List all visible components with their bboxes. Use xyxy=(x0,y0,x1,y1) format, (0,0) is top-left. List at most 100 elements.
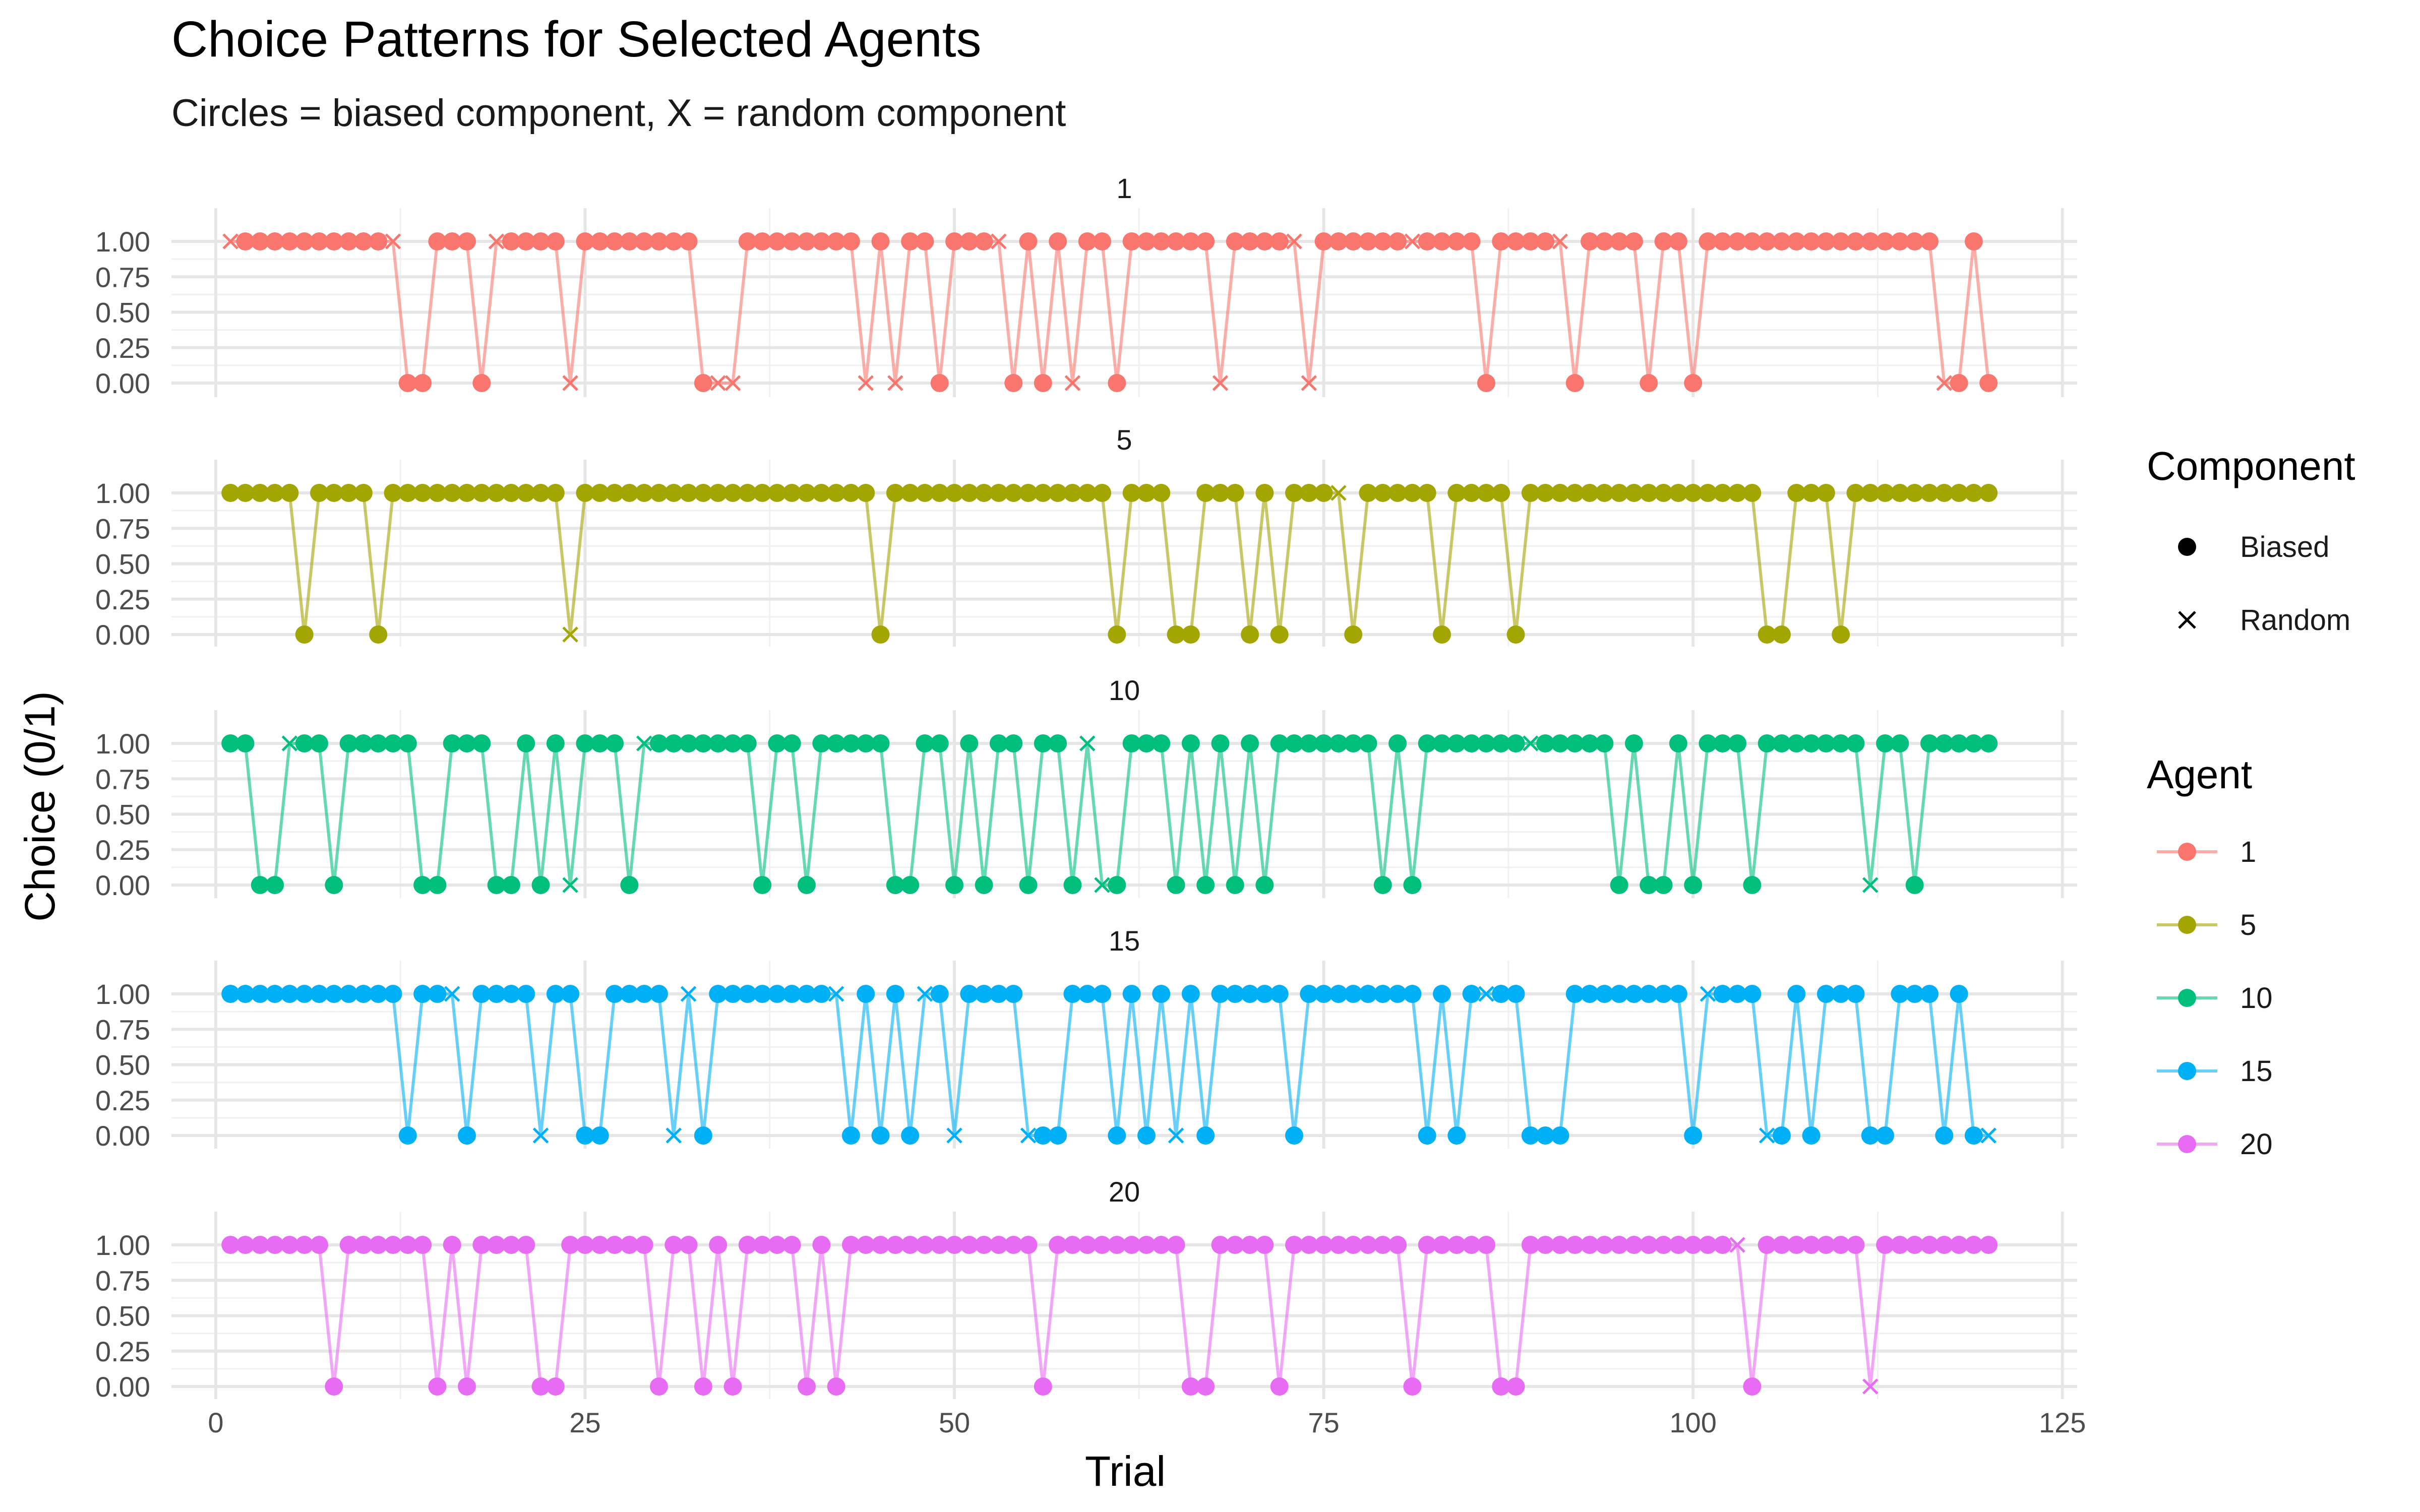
biased-point xyxy=(576,734,594,752)
biased-point xyxy=(989,1236,1008,1254)
random-point xyxy=(887,375,903,391)
random-point xyxy=(562,877,578,893)
biased-point xyxy=(1950,484,1968,502)
biased-point xyxy=(280,1236,299,1254)
biased-point xyxy=(1832,1236,1850,1254)
biased-point xyxy=(266,985,284,1003)
biased-point xyxy=(945,1236,964,1254)
biased-point xyxy=(1063,876,1082,894)
biased-point xyxy=(266,1236,284,1254)
biased-point xyxy=(1270,232,1289,250)
biased-point xyxy=(1167,1236,1185,1254)
biased-point xyxy=(590,232,609,250)
biased-point xyxy=(738,985,757,1003)
biased-point xyxy=(1181,985,1200,1003)
biased-point xyxy=(1373,1236,1392,1254)
biased-point xyxy=(1300,484,1318,502)
biased-point xyxy=(1063,985,1082,1003)
x-tick-label: 25 xyxy=(569,1407,600,1438)
panel-agent-20: 20 0.00 0.25 0.50 0.75 1.00 xyxy=(95,1176,2077,1403)
biased-point xyxy=(723,985,742,1003)
random-point xyxy=(1936,375,1953,391)
y-tick-label: 0.00 xyxy=(95,619,150,651)
biased-point xyxy=(1802,484,1821,502)
biased-point xyxy=(1536,484,1555,502)
biased-point xyxy=(886,876,904,894)
panel-agent-10: 10 0.000.250.50 0.751.00 xyxy=(95,674,2077,901)
biased-point xyxy=(679,484,698,502)
biased-point xyxy=(1329,232,1348,250)
biased-point xyxy=(930,1236,949,1254)
biased-point xyxy=(1137,1126,1156,1145)
biased-point xyxy=(1004,484,1023,502)
random-point xyxy=(562,375,578,391)
biased-point xyxy=(694,734,712,752)
biased-point xyxy=(1920,734,1939,752)
random-point-stroke xyxy=(1759,1127,1775,1144)
biased-point xyxy=(1802,1236,1821,1254)
biased-point xyxy=(857,1236,875,1254)
random-point xyxy=(562,626,578,643)
biased-point xyxy=(1344,232,1363,250)
biased-point xyxy=(1964,232,1983,250)
random-point-stroke xyxy=(1286,233,1302,249)
biased-point xyxy=(1019,484,1038,502)
biased-point xyxy=(1359,734,1377,752)
biased-point xyxy=(1920,484,1939,502)
biased-point xyxy=(945,484,964,502)
biased-point xyxy=(1344,1236,1363,1254)
y-tick-label: 1.00 xyxy=(95,226,150,258)
biased-point xyxy=(1270,734,1289,752)
biased-point xyxy=(1492,484,1510,502)
biased-point xyxy=(280,232,299,250)
biased-point xyxy=(709,484,728,502)
biased-point xyxy=(1684,1126,1703,1145)
biased-point xyxy=(1861,1126,1880,1145)
biased-point xyxy=(1521,1126,1540,1145)
biased-point xyxy=(325,985,343,1003)
random-point-stroke xyxy=(562,877,578,893)
biased-point xyxy=(857,734,875,752)
biased-point xyxy=(1551,484,1569,502)
biased-point xyxy=(975,484,993,502)
random-point xyxy=(1212,375,1229,391)
biased-point xyxy=(1019,232,1038,250)
random-point-stroke xyxy=(1094,877,1110,893)
y-tick-label: 0.50 xyxy=(95,548,150,580)
biased-point xyxy=(590,484,609,502)
biased-point xyxy=(1640,484,1658,502)
biased-point xyxy=(251,1236,269,1254)
biased-point xyxy=(472,1236,491,1254)
biased-point xyxy=(1610,1236,1628,1254)
biased-point xyxy=(1462,484,1481,502)
biased-point xyxy=(1492,1377,1510,1396)
biased-point xyxy=(1758,734,1776,752)
random-point-stroke xyxy=(1404,233,1421,249)
biased-point xyxy=(1226,484,1244,502)
biased-point xyxy=(221,985,240,1003)
biased-point xyxy=(827,734,845,752)
random-point xyxy=(1862,877,1879,893)
x-tick-label: 125 xyxy=(2039,1407,2086,1438)
biased-point xyxy=(1285,1126,1303,1145)
biased-point xyxy=(266,484,284,502)
biased-point xyxy=(531,484,550,502)
random-point-stroke xyxy=(724,375,741,391)
biased-point xyxy=(443,232,461,250)
biased-point xyxy=(1743,876,1762,894)
biased-point xyxy=(1388,734,1407,752)
biased-point xyxy=(975,985,993,1003)
biased-point xyxy=(798,876,816,894)
biased-point xyxy=(1802,1126,1821,1145)
legend-component: Component Biased Random xyxy=(2147,444,2355,637)
biased-point xyxy=(1935,1126,1954,1145)
biased-point xyxy=(295,232,314,250)
biased-point xyxy=(236,734,255,752)
legend-title-component: Component xyxy=(2147,444,2355,488)
biased-point xyxy=(1359,484,1377,502)
biased-point xyxy=(384,1236,402,1254)
biased-point xyxy=(1167,232,1185,250)
biased-point xyxy=(369,1236,388,1254)
biased-point xyxy=(339,1236,358,1254)
biased-point xyxy=(1713,734,1732,752)
